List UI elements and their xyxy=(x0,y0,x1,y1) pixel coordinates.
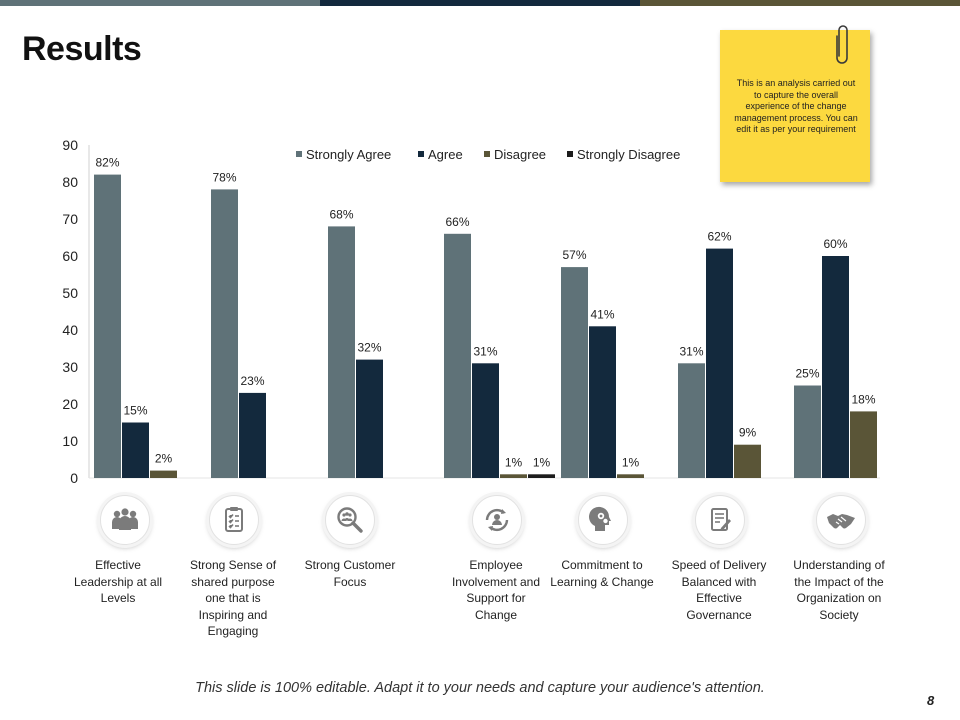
data-label: 66% xyxy=(445,215,469,229)
data-label: 78% xyxy=(212,170,236,184)
data-label: 31% xyxy=(679,344,703,358)
results-bar-chart: 0 10 20 30 40 50 60 70 80 90 82% 15% 2% 78% 23% 68% 32% 6… xyxy=(62,137,880,486)
head-gears-icon xyxy=(578,495,628,545)
category-icons-row xyxy=(0,490,960,560)
y-tick-label: 40 xyxy=(62,322,78,338)
bar-strongly-agree xyxy=(328,226,355,478)
bar-disagree xyxy=(850,411,877,478)
bar-disagree xyxy=(150,470,177,478)
magnifier-people-icon xyxy=(325,495,375,545)
category-caption: Understanding of the Impact of the Organ… xyxy=(793,558,885,622)
bar-strongly-agree xyxy=(678,363,705,478)
data-label: 9% xyxy=(739,426,757,440)
y-tick-label: 0 xyxy=(70,470,78,486)
legend-label: Agree xyxy=(428,147,463,162)
bar-disagree xyxy=(734,444,761,478)
data-label: 15% xyxy=(123,404,147,418)
legend-swatch xyxy=(418,151,424,157)
top-bar-segment xyxy=(640,0,960,6)
y-tick-label: 80 xyxy=(62,174,78,190)
bar-agree xyxy=(122,422,149,478)
bar-disagree xyxy=(617,474,644,478)
sticky-note-text: This is an analysis carried out to captu… xyxy=(734,78,858,134)
legend-swatch xyxy=(484,151,490,157)
document-edit-icon xyxy=(695,495,745,545)
team-icon xyxy=(100,495,150,545)
page-number: 8 xyxy=(927,693,935,708)
y-tick-label: 60 xyxy=(62,248,78,264)
clipboard-checklist-icon xyxy=(209,495,259,545)
bar-agree xyxy=(472,363,499,478)
paperclip-icon xyxy=(836,25,848,64)
data-label: 60% xyxy=(823,237,847,251)
bar-agree xyxy=(356,359,383,478)
data-label: 23% xyxy=(240,374,264,388)
y-tick-label: 10 xyxy=(62,433,78,449)
data-label: 62% xyxy=(707,230,731,244)
y-tick-label: 50 xyxy=(62,285,78,301)
y-tick-label: 20 xyxy=(62,396,78,412)
bar-agree xyxy=(239,392,266,478)
data-label: 31% xyxy=(473,344,497,358)
y-tick-label: 30 xyxy=(62,359,78,375)
bar-strongly-agree xyxy=(561,267,588,478)
data-label: 32% xyxy=(357,341,381,355)
bar-strongly-disagree xyxy=(528,474,555,478)
data-label: 25% xyxy=(795,367,819,381)
category-caption: Strong Customer Focus xyxy=(304,558,396,589)
data-label: 18% xyxy=(851,392,875,406)
category-caption: Employee Involvement and Support for Cha… xyxy=(451,558,541,622)
category-caption: Effective Leadership at all Levels xyxy=(73,558,163,605)
y-tick-label: 70 xyxy=(62,211,78,227)
y-tick-label: 90 xyxy=(62,137,78,153)
top-bar-segment xyxy=(0,0,320,6)
legend-label: Strongly Disagree xyxy=(577,147,680,162)
data-label: 1% xyxy=(622,455,640,469)
bar-agree xyxy=(706,248,733,478)
legend-swatch xyxy=(296,151,302,157)
data-label: 1% xyxy=(505,455,523,469)
sticky-note: This is an analysis carried out to captu… xyxy=(720,30,870,182)
data-label: 57% xyxy=(562,248,586,262)
legend-swatch xyxy=(567,151,573,157)
bar-strongly-agree xyxy=(211,189,238,478)
data-label: 41% xyxy=(590,307,614,321)
bar-agree xyxy=(589,326,616,478)
legend-label: Disagree xyxy=(494,147,546,162)
category-caption: Commitment to Learning & Change xyxy=(550,558,654,589)
bar-disagree xyxy=(500,474,527,478)
category-caption: Speed of Delivery Balanced with Effectiv… xyxy=(671,558,767,622)
data-label: 68% xyxy=(329,207,353,221)
top-bar-segment xyxy=(320,0,640,6)
footer-note: This slide is 100% editable. Adapt it to… xyxy=(195,680,765,696)
legend-label: Strongly Agree xyxy=(306,147,391,162)
category-caption: Strong Sense of shared purpose one that … xyxy=(189,558,277,638)
bar-strongly-agree xyxy=(794,385,821,478)
data-label: 2% xyxy=(155,452,173,466)
bar-strongly-agree xyxy=(94,174,121,478)
bar-agree xyxy=(822,256,849,478)
data-label: 82% xyxy=(95,156,119,170)
data-label: 1% xyxy=(533,455,551,469)
top-accent-bar xyxy=(0,0,960,6)
bar-strongly-agree xyxy=(444,233,471,478)
slide-title: Results xyxy=(22,30,142,68)
person-cycle-icon xyxy=(472,495,522,545)
handshake-icon xyxy=(816,495,866,545)
